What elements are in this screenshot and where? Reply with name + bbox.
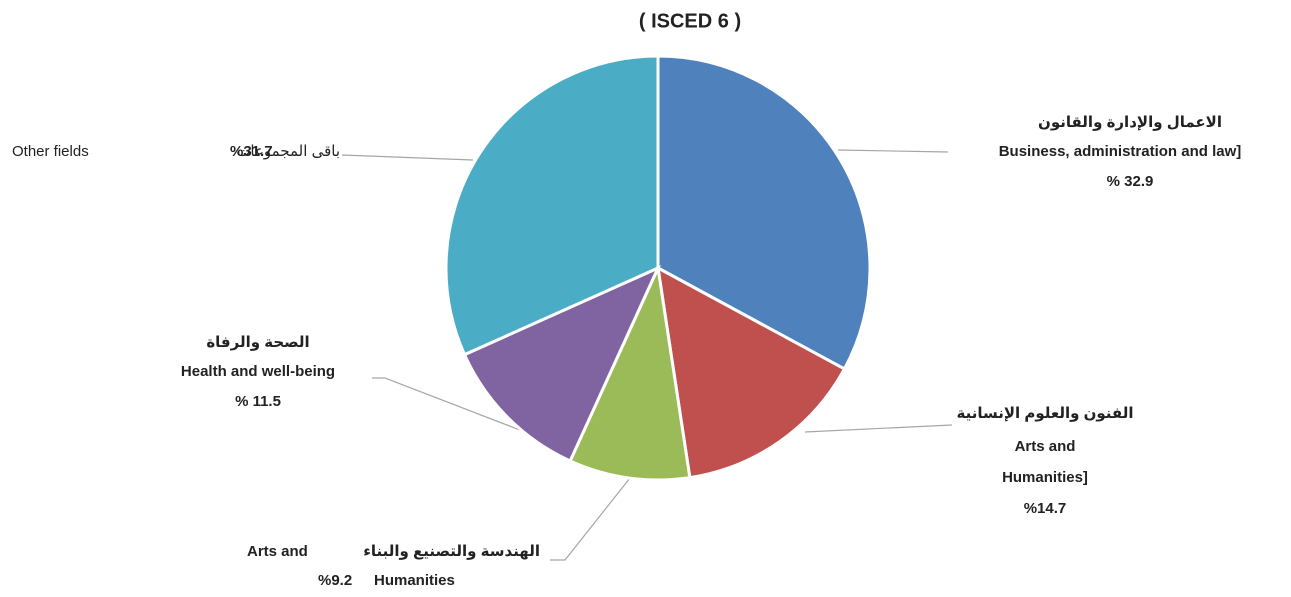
category-label: الهندسة والتصنيع والبناء xyxy=(363,543,540,560)
data-label: %9.2 xyxy=(318,572,352,589)
category-label: Arts and xyxy=(247,543,308,560)
chart-title: ( ISCED 6 ) xyxy=(639,10,741,32)
pie-slice xyxy=(656,265,847,480)
pie-slice xyxy=(656,54,872,371)
category-label: Arts and xyxy=(1015,438,1076,455)
category-label: Humanities xyxy=(374,572,455,589)
data-label: %31.7 xyxy=(230,143,273,160)
pie-slice xyxy=(462,265,662,463)
leader-line xyxy=(372,377,526,433)
category-label: باقى المجموعات xyxy=(236,143,340,160)
leader-line xyxy=(341,154,474,161)
leader-line xyxy=(837,149,949,153)
data-label: % 11.5 xyxy=(235,393,281,410)
pie-slice xyxy=(568,262,692,482)
category-label: Business, administration and law] xyxy=(999,143,1242,160)
data-label: %14.7 xyxy=(1024,500,1067,517)
pie-slice xyxy=(444,54,660,357)
category-label: الفنون والعلوم الإنسانية xyxy=(956,405,1133,422)
leader-line xyxy=(550,477,631,561)
category-label: Humanities] xyxy=(1002,469,1088,486)
data-label: % 32.9 xyxy=(1107,173,1154,190)
category-label: Other fields xyxy=(12,143,89,160)
leader-line xyxy=(804,424,953,433)
category-label: الاعمال والإدارة والقانون xyxy=(1038,114,1222,131)
category-label: الصحة والرفاة xyxy=(206,334,309,351)
category-label: Health and well-being xyxy=(181,363,335,380)
